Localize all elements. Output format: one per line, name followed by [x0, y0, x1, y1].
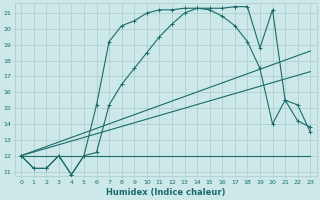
X-axis label: Humidex (Indice chaleur): Humidex (Indice chaleur): [106, 188, 225, 197]
